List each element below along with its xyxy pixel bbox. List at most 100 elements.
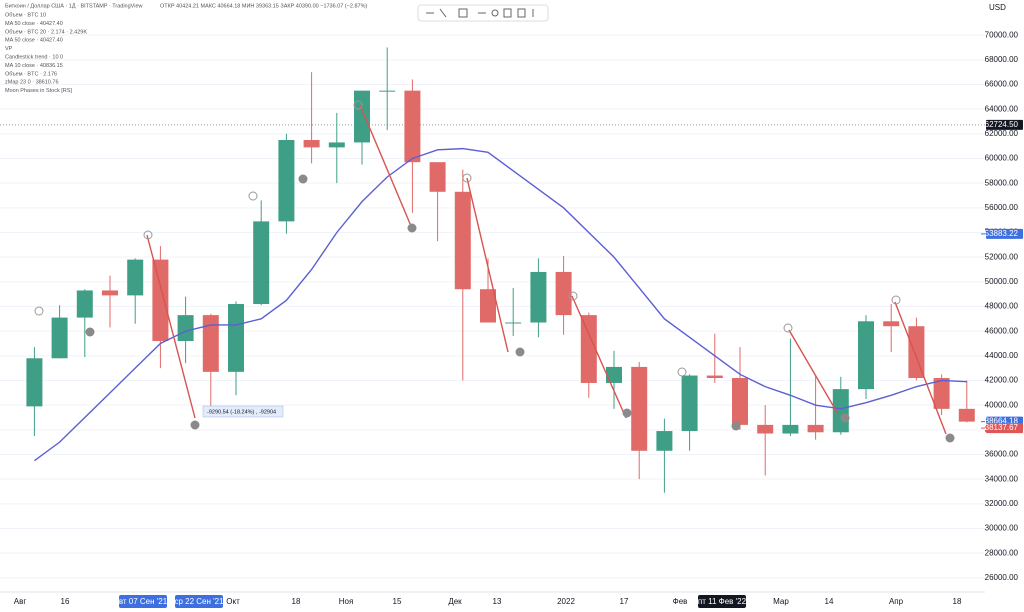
y-tick-label: 66000.00: [985, 80, 1019, 89]
x-tick-label: 2022: [557, 597, 575, 606]
drawings: -9290.54 (-18.24%) , -92904: [34, 100, 955, 443]
legend-entry: MA 50 close · 40427.40: [5, 21, 63, 27]
header: Биткоин / Доллар США · 1Д · BITSTAMP · T…: [5, 3, 143, 9]
legend-entry: MA 10 close · 40836.15: [5, 63, 63, 69]
price-badge: [986, 119, 1023, 130]
y-tick-label: 62000.00: [985, 129, 1019, 138]
candle-body: [76, 290, 93, 318]
candle-body: [807, 424, 824, 433]
y-tick-label: 58000.00: [985, 178, 1019, 187]
candle-body: [858, 321, 874, 390]
x-tick-label: 16: [61, 597, 70, 606]
price-badge-label: 38137.67: [985, 423, 1019, 432]
candle-body: [732, 378, 748, 425]
x-tick-label: Дек: [448, 597, 462, 606]
y-tick-label: 34000.00: [985, 474, 1019, 483]
legend: Биткоин / Доллар США · 1Д · BITSTAMP · T…: [5, 3, 367, 94]
legend-entry: zMap 23 0 · 38610.76: [5, 80, 59, 86]
legend-entry: Candlestick trend · 10 0: [5, 54, 63, 60]
ohlc: ОТКР 40424.21 МАКС 40664.18 МИН 39363.15…: [160, 3, 367, 9]
candle-body: [908, 326, 925, 379]
candle-body: [102, 290, 118, 296]
time-highlight: [119, 595, 167, 608]
price-axis: [985, 0, 1024, 612]
y-tick-label: 44000.00: [985, 351, 1019, 360]
candle-body: [832, 389, 849, 433]
candle-body: [480, 289, 496, 323]
candle-body: [278, 139, 295, 222]
x-tick-label: 18: [953, 597, 962, 606]
candle-body: [51, 317, 68, 359]
candle-body: [782, 424, 799, 434]
candle-body: [606, 366, 622, 383]
candle-body: [429, 162, 446, 192]
candle-body: [354, 90, 370, 143]
legend-entry: VP: [5, 46, 13, 52]
toolbar: [417, 4, 549, 22]
x-tick-label: Апр: [889, 597, 904, 606]
candle-body: [681, 375, 698, 432]
y-tick-label: 32000.00: [985, 499, 1019, 508]
candle-body: [303, 139, 320, 148]
legend-entry: Объем · BTC 10: [5, 12, 46, 18]
candle-body: [404, 90, 421, 163]
y-tick-label: 56000.00: [985, 203, 1019, 212]
y-tick-label: 30000.00: [985, 524, 1019, 533]
y-tick-label: 46000.00: [985, 326, 1019, 335]
x-tick-label: Мар: [773, 597, 789, 606]
candle-body: [883, 321, 900, 327]
x-tick-label: пт 11 Фев '22: [698, 597, 747, 606]
price-badge-label: 62724.50: [985, 120, 1019, 129]
x-tick-label: Ноя: [339, 597, 354, 606]
legend-entry: Moon Phases in Stock [RS]: [5, 88, 72, 94]
y-tick-label: 28000.00: [985, 548, 1019, 557]
price-badge-label: 53883.22: [985, 229, 1019, 238]
candle-body: [202, 315, 219, 372]
x-tick-label: вт 07 Сен '21: [119, 597, 168, 606]
y-tick-label: 52000.00: [985, 252, 1019, 261]
x-tick-label: Окт: [226, 597, 240, 606]
candle-body: [706, 375, 723, 379]
legend-entry: Объем · BTC 20 · 2.174 · 2.429K: [5, 29, 87, 35]
candle-body: [656, 431, 673, 451]
candle-body: [328, 142, 345, 148]
grid: [0, 34, 985, 579]
time-highlight: [698, 595, 746, 608]
y-tick-label: 48000.00: [985, 302, 1019, 311]
candle-body: [933, 378, 950, 409]
x-tick-label: 14: [825, 597, 834, 606]
time-highlight: [175, 595, 223, 608]
candle-body: [26, 358, 43, 407]
y-tick-label: 26000.00: [985, 573, 1019, 582]
legend-entry: Объем · BTC · 2.176: [5, 71, 57, 77]
candle-body: [253, 221, 270, 305]
y-tick-label: 64000.00: [985, 104, 1019, 113]
candle-body: [454, 191, 471, 290]
x-tick-label: 13: [493, 597, 502, 606]
candle-body: [152, 259, 169, 342]
price-badge: [986, 423, 1023, 434]
candle-body: [757, 424, 774, 434]
candle-body: [530, 271, 547, 323]
x-tick-label: ср 22 Сен '21: [174, 597, 224, 606]
legend-entry: MA 50 close · 40427.40: [5, 38, 63, 44]
candle-body: [580, 315, 597, 383]
y-tick-label: 42000.00: [985, 376, 1019, 385]
candle-body: [958, 408, 975, 422]
candle-body: [127, 259, 144, 296]
candle-body: [505, 322, 522, 324]
axes: 26000.00 28000.00 30000.00 32000.00 34000.00…: [0, 30, 1023, 608]
x-tick-label: 17: [620, 597, 629, 606]
y-tick-label: 70000.00: [985, 30, 1019, 39]
currency: USD: [989, 3, 1006, 12]
y-tick-label: 40000.00: [985, 400, 1019, 409]
y-tick-label: 68000.00: [985, 55, 1019, 64]
moving-average: [33, 147, 967, 462]
x-tick-label: 18: [292, 597, 301, 606]
candle-body: [228, 304, 244, 372]
candle-body: [177, 315, 194, 342]
y-tick-label: 50000.00: [985, 277, 1019, 286]
measure-label: -9290.54 (-18.24%) , -92904: [207, 409, 276, 415]
